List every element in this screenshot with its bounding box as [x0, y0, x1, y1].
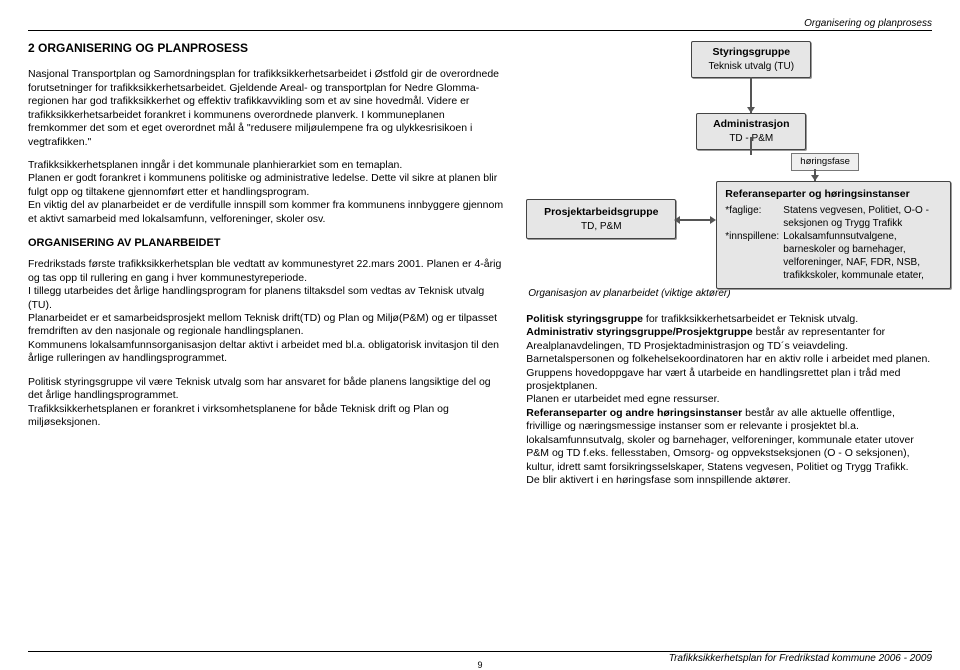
box-prosjektgruppe: Prosjektarbeidsgruppe TD, P&M [526, 199, 676, 239]
two-column-layout: 2 ORGANISERING OG PLANPROSESS Nasjonal T… [28, 41, 932, 495]
ref-label: *innspillene: [725, 230, 783, 282]
box-referanseparter: Referanseparter og høringsinstanser *fag… [716, 181, 951, 289]
text: Gruppens hovedoppgave har vært å utarbei… [526, 367, 900, 392]
connector [676, 219, 714, 221]
paragraph: Nasjonal Transportplan og Samordningspla… [28, 68, 504, 149]
text: Kommunens lokalsamfunnsorganisasjon delt… [28, 339, 499, 364]
diagram-caption: Organisasjon av planarbeidet (viktige ak… [528, 288, 932, 301]
paragraph: Trafikksikkerhetsplanen inngår i det kom… [28, 159, 504, 226]
box-title: Prosjektarbeidsgruppe [544, 206, 658, 218]
box-styringsgruppe: Styringsgruppe Teknisk utvalg (TU) [691, 41, 811, 78]
right-text-block: Politisk styringsgruppe for trafikksikke… [526, 313, 932, 488]
right-column: Styringsgruppe Teknisk utvalg (TU) Admin… [526, 41, 932, 495]
ref-text: Lokalsamfunnsutvalgene, barneskoler og b… [783, 230, 942, 282]
bold-lead: Politisk styringsgruppe [526, 313, 643, 325]
box-title: Administrasjon [713, 118, 789, 130]
text: Politisk styringsgruppe vil være Teknisk… [28, 376, 491, 401]
ref-row: *faglige: Statens vegvesen, Politiet, O-… [725, 204, 942, 230]
ref-row: *innspillene: Lokalsamfunnsutvalgene, ba… [725, 230, 942, 282]
text: Planarbeidet er et samarbeidsprosjekt me… [28, 312, 497, 337]
subheading: ORGANISERING AV PLANARBEIDET [28, 236, 504, 250]
left-column: 2 ORGANISERING OG PLANPROSESS Nasjonal T… [28, 41, 504, 495]
text: Fredrikstads første trafikksikkerhetspla… [28, 258, 501, 283]
org-diagram: Styringsgruppe Teknisk utvalg (TU) Admin… [526, 41, 932, 276]
ref-text: Statens vegvesen, Politiet, O-O -seksjon… [783, 204, 942, 230]
text: Planen er godt forankret i kommunens pol… [28, 172, 497, 197]
connector [750, 137, 752, 155]
paragraph: Politisk styringsgruppe for trafikksikke… [526, 313, 932, 488]
text: Planen er utarbeidet med egne ressurser. [526, 393, 719, 405]
ref-label: *faglige: [725, 204, 783, 230]
section-title: 2 ORGANISERING OG PLANPROSESS [28, 41, 504, 56]
phase-label: høringsfase [791, 153, 859, 171]
arrow-left-icon [674, 216, 680, 224]
text: De blir aktivert i en høringsfase som in… [526, 474, 790, 486]
bold-lead: Referanseparter og andre høringsinstanse… [526, 407, 742, 419]
text: Trafikksikkerhetsplanen inngår i det kom… [28, 159, 402, 171]
bold-lead: Administrativ styringsgruppe/Prosjektgru… [526, 326, 752, 338]
text: En viktig del av planarbeidet er de verd… [28, 199, 503, 224]
text: Trafikksikkerhetsplanen er forankret i v… [28, 403, 449, 428]
box-title: Referanseparter og høringsinstanser [725, 188, 942, 202]
running-header: Organisering og planprosess [28, 18, 932, 31]
text: I tillegg utarbeides det årlige handling… [28, 285, 484, 310]
footer-text: Trafikksikkerhetsplan for Fredrikstad ko… [669, 653, 932, 664]
paragraph: Politisk styringsgruppe vil være Teknisk… [28, 376, 504, 430]
text: for trafikksikkerhetsarbeidet er Teknisk… [643, 313, 858, 325]
page-number: 9 [477, 660, 482, 670]
paragraph: Fredrikstads første trafikksikkerhetspla… [28, 258, 504, 366]
box-subtitle: TD, P&M [581, 221, 622, 232]
box-title: Styringsgruppe [712, 46, 790, 58]
box-subtitle: Teknisk utvalg (TU) [708, 61, 794, 72]
